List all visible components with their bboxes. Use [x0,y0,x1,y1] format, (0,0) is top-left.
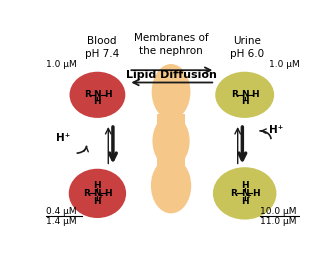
Text: H: H [105,189,112,198]
Text: R: R [84,90,91,99]
Text: H: H [241,181,248,190]
Bar [157,157,185,173]
Text: R: R [231,90,238,99]
Ellipse shape [69,169,126,218]
Text: H: H [251,90,258,99]
Text: H: H [94,181,101,190]
Text: H: H [94,197,101,206]
Text: Blood
pH 7.4: Blood pH 7.4 [85,36,119,59]
Text: H⁺: H⁺ [56,133,71,143]
Text: R: R [230,189,237,198]
Text: N: N [94,189,101,198]
Ellipse shape [151,158,191,213]
Text: H: H [252,189,259,198]
Text: 1.0 μM: 1.0 μM [269,59,299,69]
Text: 11.0 μM: 11.0 μM [260,216,297,226]
Text: Membranes of
the nephron: Membranes of the nephron [134,33,208,56]
Text: R: R [83,189,90,198]
Ellipse shape [153,115,190,167]
Text: N: N [241,90,248,99]
Text: H: H [94,97,101,106]
Text: +: + [245,194,251,200]
Text: N: N [241,189,248,198]
Text: H: H [241,97,248,106]
Text: +: + [98,194,104,200]
Bar [157,114,185,129]
Ellipse shape [213,167,276,220]
Ellipse shape [215,72,274,118]
Text: H: H [104,90,111,99]
Text: H⁺: H⁺ [269,125,284,135]
Text: 10.0 μM: 10.0 μM [260,207,297,216]
Ellipse shape [70,72,125,118]
Text: Lipid Diffusion: Lipid Diffusion [126,70,216,80]
Ellipse shape [152,64,190,119]
Text: 1.4 μM: 1.4 μM [46,216,76,226]
Text: H: H [241,197,248,206]
Text: 1.0 μM: 1.0 μM [46,59,76,69]
Text: Urine
pH 6.0: Urine pH 6.0 [230,36,264,59]
Text: N: N [94,90,101,99]
Text: 0.4 μM: 0.4 μM [46,207,76,216]
